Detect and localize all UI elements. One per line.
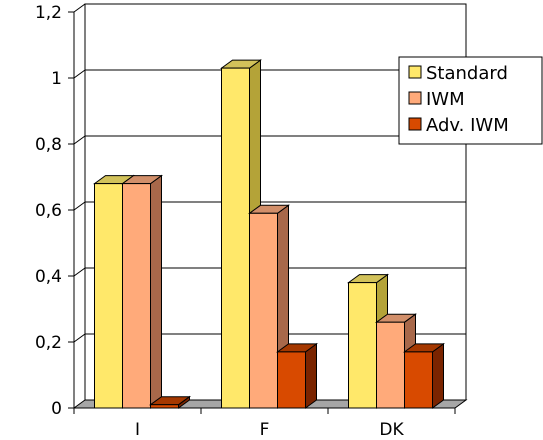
bar-front (376, 321, 405, 409)
bar-front (221, 67, 250, 409)
legend-swatch (408, 91, 422, 105)
y-tick-label: 0,2 (35, 333, 62, 353)
bar-front (348, 282, 377, 409)
gridline-side (73, 69, 86, 79)
gridline-side (73, 267, 86, 277)
y-tick-label: 0,4 (35, 267, 62, 287)
legend-label: Standard (426, 63, 508, 84)
x-category-label: DK (379, 420, 404, 440)
bar-standard-dk (346, 273, 390, 409)
bar-side (432, 342, 444, 409)
bar-front (122, 183, 151, 409)
gridline-side (73, 135, 86, 145)
bar-front (150, 404, 179, 409)
legend: Standard IWM Adv. IWM (398, 56, 543, 145)
y-tick-label: 0,6 (35, 201, 62, 221)
legend-box (398, 56, 543, 145)
bar-adv-iwm-i (148, 395, 192, 409)
legend-swatch (408, 65, 422, 79)
bar-side (150, 174, 162, 409)
bar-front (249, 212, 278, 409)
legend-label: IWM (426, 89, 465, 110)
y-tick-label: 0 (51, 399, 62, 419)
y-tick-label: 1,2 (35, 3, 62, 23)
bar-front (277, 351, 306, 409)
gridline-side (73, 201, 86, 211)
x-category-label: I (135, 420, 140, 440)
y-tick-label: 1 (51, 69, 62, 89)
bar-iwm-i (120, 174, 164, 409)
x-category-label: F (260, 420, 270, 440)
bar-front (404, 351, 433, 409)
bar-front (94, 183, 123, 409)
bar-adv-iwm-dk (402, 342, 446, 409)
axis-labels: 0 0,2 0,4 0,6 0,8 1 1,2 I F DK (35, 3, 405, 440)
bar-adv-iwm-f (275, 342, 319, 409)
gridline-side (73, 333, 86, 343)
y-tick-label: 0,8 (35, 135, 62, 155)
bars (92, 59, 446, 409)
legend-label: Adv. IWM (426, 115, 509, 136)
bar-side (305, 342, 317, 409)
legend-swatch (408, 117, 422, 131)
gridline-side (73, 3, 86, 13)
